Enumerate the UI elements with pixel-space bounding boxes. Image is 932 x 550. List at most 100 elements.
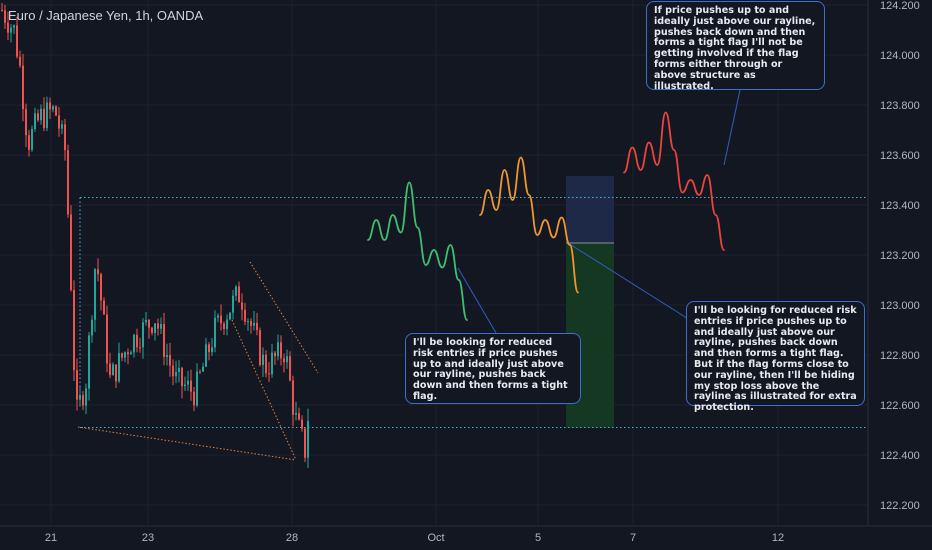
candle-body: [91, 319, 93, 336]
candle-body: [232, 295, 234, 313]
x-tick-label: 12: [772, 532, 784, 544]
candle-body: [196, 371, 198, 406]
candle-body: [121, 353, 123, 358]
candle-body: [43, 108, 45, 129]
candle-body: [19, 56, 21, 66]
candle-body: [1, 10, 3, 11]
candle-body: [262, 354, 264, 365]
candle-body: [76, 370, 78, 400]
candle-body: [184, 384, 186, 387]
candle-body: [124, 352, 126, 358]
annotation-top-right[interactable]: If price pushes up to and ideally just a…: [646, 1, 825, 91]
candle-body: [127, 352, 129, 355]
candle-body: [115, 364, 117, 382]
candle-body: [10, 27, 12, 33]
candle-body: [277, 342, 279, 357]
candle-body: [55, 106, 57, 116]
candle-body: [217, 315, 219, 318]
annotation-middle[interactable]: I'll be looking for reduced risk entries…: [405, 333, 581, 404]
candle-body: [178, 367, 180, 373]
candle-body: [130, 352, 132, 355]
y-tick-label: 124.200: [880, 0, 920, 12]
y-tick-label: 122.400: [880, 450, 920, 462]
candle-body: [34, 113, 36, 130]
candle-body: [94, 269, 96, 320]
candle-body: [85, 388, 87, 406]
y-tick-label: 122.600: [880, 400, 920, 412]
candle-body: [136, 334, 138, 348]
candle-body: [70, 214, 72, 290]
y-tick-label: 123.200: [880, 250, 920, 262]
candle-body: [112, 364, 114, 376]
candle-body: [40, 108, 42, 121]
candle-body: [4, 10, 6, 23]
candle-body: [223, 323, 225, 329]
candle-body: [157, 323, 159, 329]
projected-path-green: [367, 181, 468, 321]
candle-body: [67, 150, 69, 215]
candle-body: [268, 373, 270, 375]
candle-body: [259, 330, 261, 365]
candle-body: [97, 269, 99, 275]
candle-body: [301, 419, 303, 429]
candle-body: [22, 65, 24, 110]
x-tick-label: 23: [142, 532, 154, 544]
y-tick-label: 124.000: [880, 50, 920, 62]
y-tick-label: 123.400: [880, 200, 920, 212]
candle-body: [283, 358, 285, 363]
annotation-right[interactable]: I'll be looking for reduced risk entries…: [686, 301, 865, 413]
candle-body: [199, 371, 201, 373]
candle-body: [226, 319, 228, 329]
candle-body: [103, 300, 105, 315]
wedge-line: [249, 261, 319, 374]
candle-body: [256, 322, 258, 331]
candle-body: [142, 322, 144, 348]
stop-loss-zone: [566, 176, 614, 243]
candle-body: [250, 321, 252, 326]
x-tick-label: 28: [286, 532, 298, 544]
candle-body: [292, 380, 294, 415]
candle-body: [79, 395, 81, 400]
candle-body: [181, 367, 183, 387]
candle-body: [88, 335, 90, 389]
candle-body: [145, 319, 147, 323]
candle-body: [172, 365, 174, 377]
candle-body: [307, 420, 309, 458]
candle-body: [235, 286, 237, 296]
candle-body: [205, 344, 207, 367]
candle-body: [304, 428, 306, 458]
candle-body: [154, 323, 156, 334]
candle-body: [220, 315, 222, 324]
candle-body: [100, 274, 102, 301]
x-tick-label: 5: [535, 532, 541, 544]
y-tick-label: 123.800: [880, 100, 920, 112]
candle-body: [13, 25, 15, 28]
candle-body: [31, 129, 33, 150]
candle-body: [166, 355, 168, 358]
candle-body: [46, 102, 48, 129]
candle-body: [73, 289, 75, 371]
candle-body: [229, 312, 231, 320]
candle-body: [160, 324, 162, 329]
candle-body: [202, 366, 204, 372]
candle-body: [271, 352, 273, 375]
candle-body: [265, 354, 267, 374]
candle-body: [175, 372, 177, 377]
candle-body: [208, 344, 210, 353]
x-tick-label: Oct: [427, 532, 444, 544]
candle-body: [25, 109, 27, 136]
symbol-title: Euro / Japanese Yen, 1h, OANDA: [8, 8, 204, 23]
candle-body: [82, 395, 84, 406]
candle-body: [247, 321, 249, 323]
candle-body: [274, 352, 276, 357]
candle-body: [16, 25, 18, 57]
y-tick-label: 123.000: [880, 300, 920, 312]
candle-body: [109, 363, 111, 376]
candle-body: [193, 391, 195, 406]
candle-body: [106, 314, 108, 364]
candle-body: [52, 106, 54, 110]
candle-body: [151, 327, 153, 334]
x-tick-label: 7: [630, 532, 636, 544]
candle-body: [37, 113, 39, 121]
